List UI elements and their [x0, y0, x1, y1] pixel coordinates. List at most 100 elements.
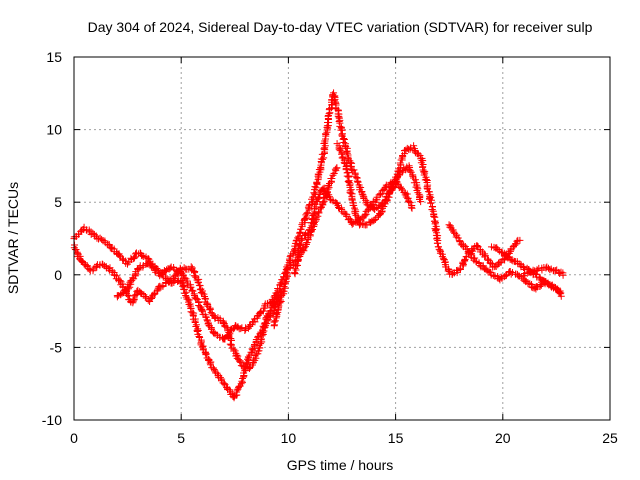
data-point [312, 184, 320, 192]
data-point [244, 353, 252, 361]
data-point [219, 318, 227, 326]
data-point [118, 289, 126, 297]
data-point [497, 273, 505, 281]
data-point [552, 267, 560, 275]
data-point [399, 166, 407, 174]
data-point [207, 305, 215, 313]
data-point [226, 327, 234, 335]
data-point [190, 292, 198, 300]
data-point [397, 184, 405, 192]
data-point [342, 166, 350, 174]
data-point [272, 294, 280, 302]
data-point [236, 357, 244, 365]
data-point [342, 148, 350, 156]
data-point [282, 275, 290, 283]
data-point [330, 169, 338, 177]
data-point [523, 269, 531, 277]
data-point [246, 322, 254, 330]
series-track [113, 259, 281, 343]
data-point [152, 268, 160, 276]
data-point [427, 199, 435, 207]
data-point [226, 330, 234, 338]
data-point [433, 239, 441, 247]
data-point [323, 189, 331, 197]
y-axis-label: SDTVAR / TECUs [5, 182, 21, 294]
plot-frame [73, 56, 611, 421]
data-point [320, 154, 328, 162]
x-tick-label: 0 [70, 430, 78, 446]
data-point [322, 130, 330, 138]
data-point [226, 340, 234, 348]
data-point [406, 145, 414, 153]
data-point [428, 205, 436, 213]
data-point [131, 271, 139, 279]
data-point [275, 302, 283, 310]
data-point [138, 252, 146, 260]
data-point [273, 294, 281, 302]
data-point [342, 143, 350, 151]
data-point [129, 255, 137, 263]
data-point [281, 279, 289, 287]
data-point [344, 169, 352, 177]
axis-ticks: 0 5 10 15 20 25 -10 -5 0 5 10 15 [42, 49, 618, 446]
y-tick-label: 0 [54, 267, 62, 283]
data-point [296, 240, 304, 248]
data-point [98, 235, 106, 243]
data-point [210, 366, 218, 374]
data-point [296, 229, 304, 237]
data-point [375, 191, 383, 199]
data-point [182, 292, 190, 300]
data-point [411, 176, 419, 184]
data-point [270, 318, 278, 326]
data-point [310, 189, 318, 197]
data-point [197, 306, 205, 314]
data-point [340, 138, 348, 146]
data-point [330, 89, 338, 97]
data-point [93, 262, 101, 270]
data-point [353, 177, 361, 185]
data-point [295, 241, 303, 249]
data-point [484, 255, 492, 263]
data-point [333, 164, 341, 172]
data-point [168, 276, 176, 284]
data-point [556, 270, 564, 278]
y-tick-label: 15 [46, 49, 62, 65]
data-point [328, 174, 336, 182]
data-point [405, 198, 413, 206]
data-point [486, 268, 494, 276]
x-tick-label: 10 [281, 430, 297, 446]
data-point [331, 165, 339, 173]
y-tick-label: -5 [50, 339, 63, 355]
data-point [407, 203, 415, 211]
data-point [314, 212, 322, 220]
data-point [513, 237, 521, 245]
data-point [223, 323, 231, 331]
data-point [390, 183, 398, 191]
data-point [77, 257, 85, 265]
chart-title: Day 304 of 2024, Sidereal Day-to-day VTE… [88, 19, 593, 35]
data-point [205, 306, 213, 314]
data-point [104, 265, 112, 273]
data-point [249, 346, 257, 354]
data-point [314, 195, 322, 203]
data-point [225, 331, 233, 339]
data-point [557, 292, 565, 300]
data-point [343, 161, 351, 169]
data-point [430, 213, 438, 221]
y-tick-label: 10 [46, 122, 62, 138]
data-point [255, 341, 263, 349]
data-point [408, 204, 416, 212]
series-track [520, 263, 567, 280]
x-tick-label: 20 [495, 430, 511, 446]
data-point [131, 253, 139, 261]
data-point [492, 263, 500, 271]
x-tick-label: 15 [388, 430, 404, 446]
data-point [433, 235, 441, 243]
data-point [516, 236, 524, 244]
data-point [552, 285, 560, 293]
data-point [487, 259, 495, 267]
data-point [444, 267, 452, 275]
x-tick-label: 25 [602, 430, 618, 446]
x-tick-label: 5 [177, 430, 185, 446]
